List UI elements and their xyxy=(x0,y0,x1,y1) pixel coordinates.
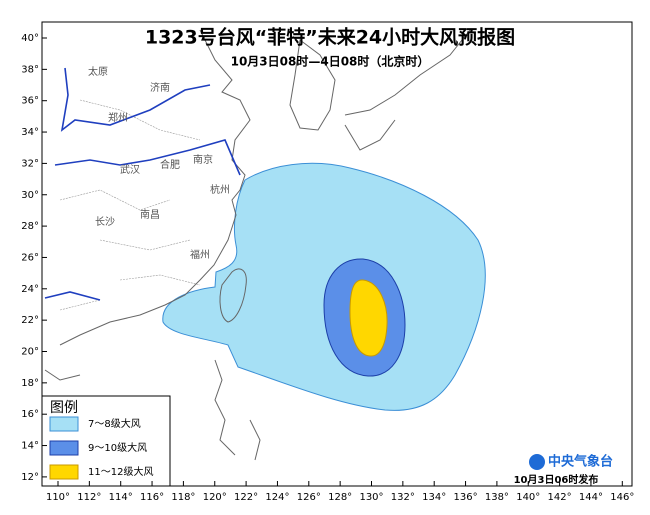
lat-label: 20° xyxy=(21,347,39,358)
japan xyxy=(344,29,471,151)
lon-label: 140° xyxy=(516,492,540,503)
province-borders xyxy=(59,99,201,311)
lon-label: 118° xyxy=(171,492,195,503)
legend-swatch xyxy=(49,464,79,480)
lat-label: 18° xyxy=(21,378,39,389)
city-label: 福州 xyxy=(190,248,210,261)
korea xyxy=(289,39,336,131)
city-label: 郑州 xyxy=(108,111,128,124)
legend-label: 9～10级大风 xyxy=(88,441,147,454)
lon-label: 116° xyxy=(140,492,164,503)
coastline xyxy=(59,29,251,346)
wind-zone-11-12 xyxy=(349,279,388,357)
lon-label: 142° xyxy=(548,492,572,503)
lat-label: 28° xyxy=(21,221,39,232)
philippines xyxy=(214,359,261,461)
subtitle: 10月3日08时—4日08时（北京时） xyxy=(231,54,430,69)
lon-label: 126° xyxy=(297,492,321,503)
lat-label: 34° xyxy=(21,127,39,138)
lon-label: 144° xyxy=(579,492,603,503)
city-label: 太原 xyxy=(88,65,108,78)
city-label: 南京 xyxy=(193,153,213,166)
lon-label: 124° xyxy=(265,492,289,503)
lat-label: 30° xyxy=(21,190,39,201)
rivers xyxy=(44,67,241,301)
lon-label: 138° xyxy=(485,492,509,503)
legend-swatch xyxy=(49,440,79,456)
legend-label: 11～12级大风 xyxy=(88,465,153,478)
lon-label: 122° xyxy=(234,492,258,503)
city-label: 武汉 xyxy=(120,163,140,176)
lat-label: 22° xyxy=(21,315,39,326)
lat-label: 32° xyxy=(21,158,39,169)
lon-label: 136° xyxy=(454,492,478,503)
city-label: 南昌 xyxy=(140,208,160,221)
wind-zone-7-8 xyxy=(162,162,486,411)
lat-label: 14° xyxy=(21,441,39,452)
lat-label: 38° xyxy=(21,64,39,75)
lon-label: 130° xyxy=(359,492,383,503)
hainan xyxy=(44,369,81,381)
city-label: 长沙 xyxy=(95,216,115,228)
issue-time: 10月3日06时发布 xyxy=(514,473,599,486)
title: 1323号台风“菲特”未来24小时大风预报图 xyxy=(145,26,515,49)
lat-label: 36° xyxy=(21,96,39,107)
lat-label: 24° xyxy=(21,284,39,295)
city-label: 杭州 xyxy=(210,183,230,196)
lon-label: 134° xyxy=(422,492,446,503)
lon-label: 114° xyxy=(109,492,133,503)
city-label: 济南 xyxy=(150,81,170,94)
legend-title: 图例 xyxy=(50,400,78,416)
agency-logo xyxy=(529,454,545,470)
lon-label: 146° xyxy=(610,492,634,503)
lon-label: 120° xyxy=(203,492,227,503)
agency-name: 中央气象台 xyxy=(548,454,613,470)
lon-label: 110° xyxy=(46,492,70,503)
taiwan xyxy=(219,268,247,323)
lat-label: 40° xyxy=(21,33,39,44)
lat-label: 16° xyxy=(21,409,39,420)
lon-label: 132° xyxy=(391,492,415,503)
legend-swatch xyxy=(49,416,79,432)
legend-label: 7～8级大风 xyxy=(88,417,141,430)
lat-label: 26° xyxy=(21,252,39,263)
lat-label: 12° xyxy=(21,472,39,483)
lon-label: 112° xyxy=(77,492,101,503)
lon-label: 128° xyxy=(328,492,352,503)
city-label: 合肥 xyxy=(160,158,180,171)
